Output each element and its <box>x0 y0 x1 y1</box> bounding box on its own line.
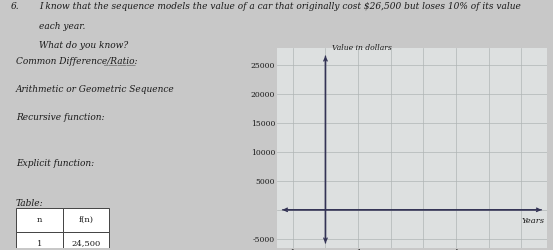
Bar <box>62 232 109 250</box>
Text: 24,500: 24,500 <box>71 240 101 248</box>
Bar <box>16 232 62 250</box>
Text: What do you know?: What do you know? <box>39 40 128 50</box>
Text: Table:: Table: <box>16 200 44 208</box>
Text: Recursive function:: Recursive function: <box>16 114 105 122</box>
Text: 1: 1 <box>36 240 42 248</box>
Text: each year.: each year. <box>39 22 85 30</box>
Text: n: n <box>36 216 42 224</box>
Bar <box>16 208 62 232</box>
Text: 6.: 6. <box>11 2 20 11</box>
Text: Arithmetic or Geometric Sequence: Arithmetic or Geometric Sequence <box>16 86 175 94</box>
Text: _______: _______ <box>105 58 136 66</box>
Text: Years: Years <box>522 217 545 225</box>
Text: Common Difference/Ratio:: Common Difference/Ratio: <box>16 58 140 66</box>
Text: I know that the sequence models the value of a car that originally cost $26,500 : I know that the sequence models the valu… <box>39 2 520 11</box>
Bar <box>62 208 109 232</box>
Text: Explicit function:: Explicit function: <box>16 160 94 168</box>
Text: f(n): f(n) <box>79 216 93 224</box>
Text: Value in dollars: Value in dollars <box>332 44 392 52</box>
